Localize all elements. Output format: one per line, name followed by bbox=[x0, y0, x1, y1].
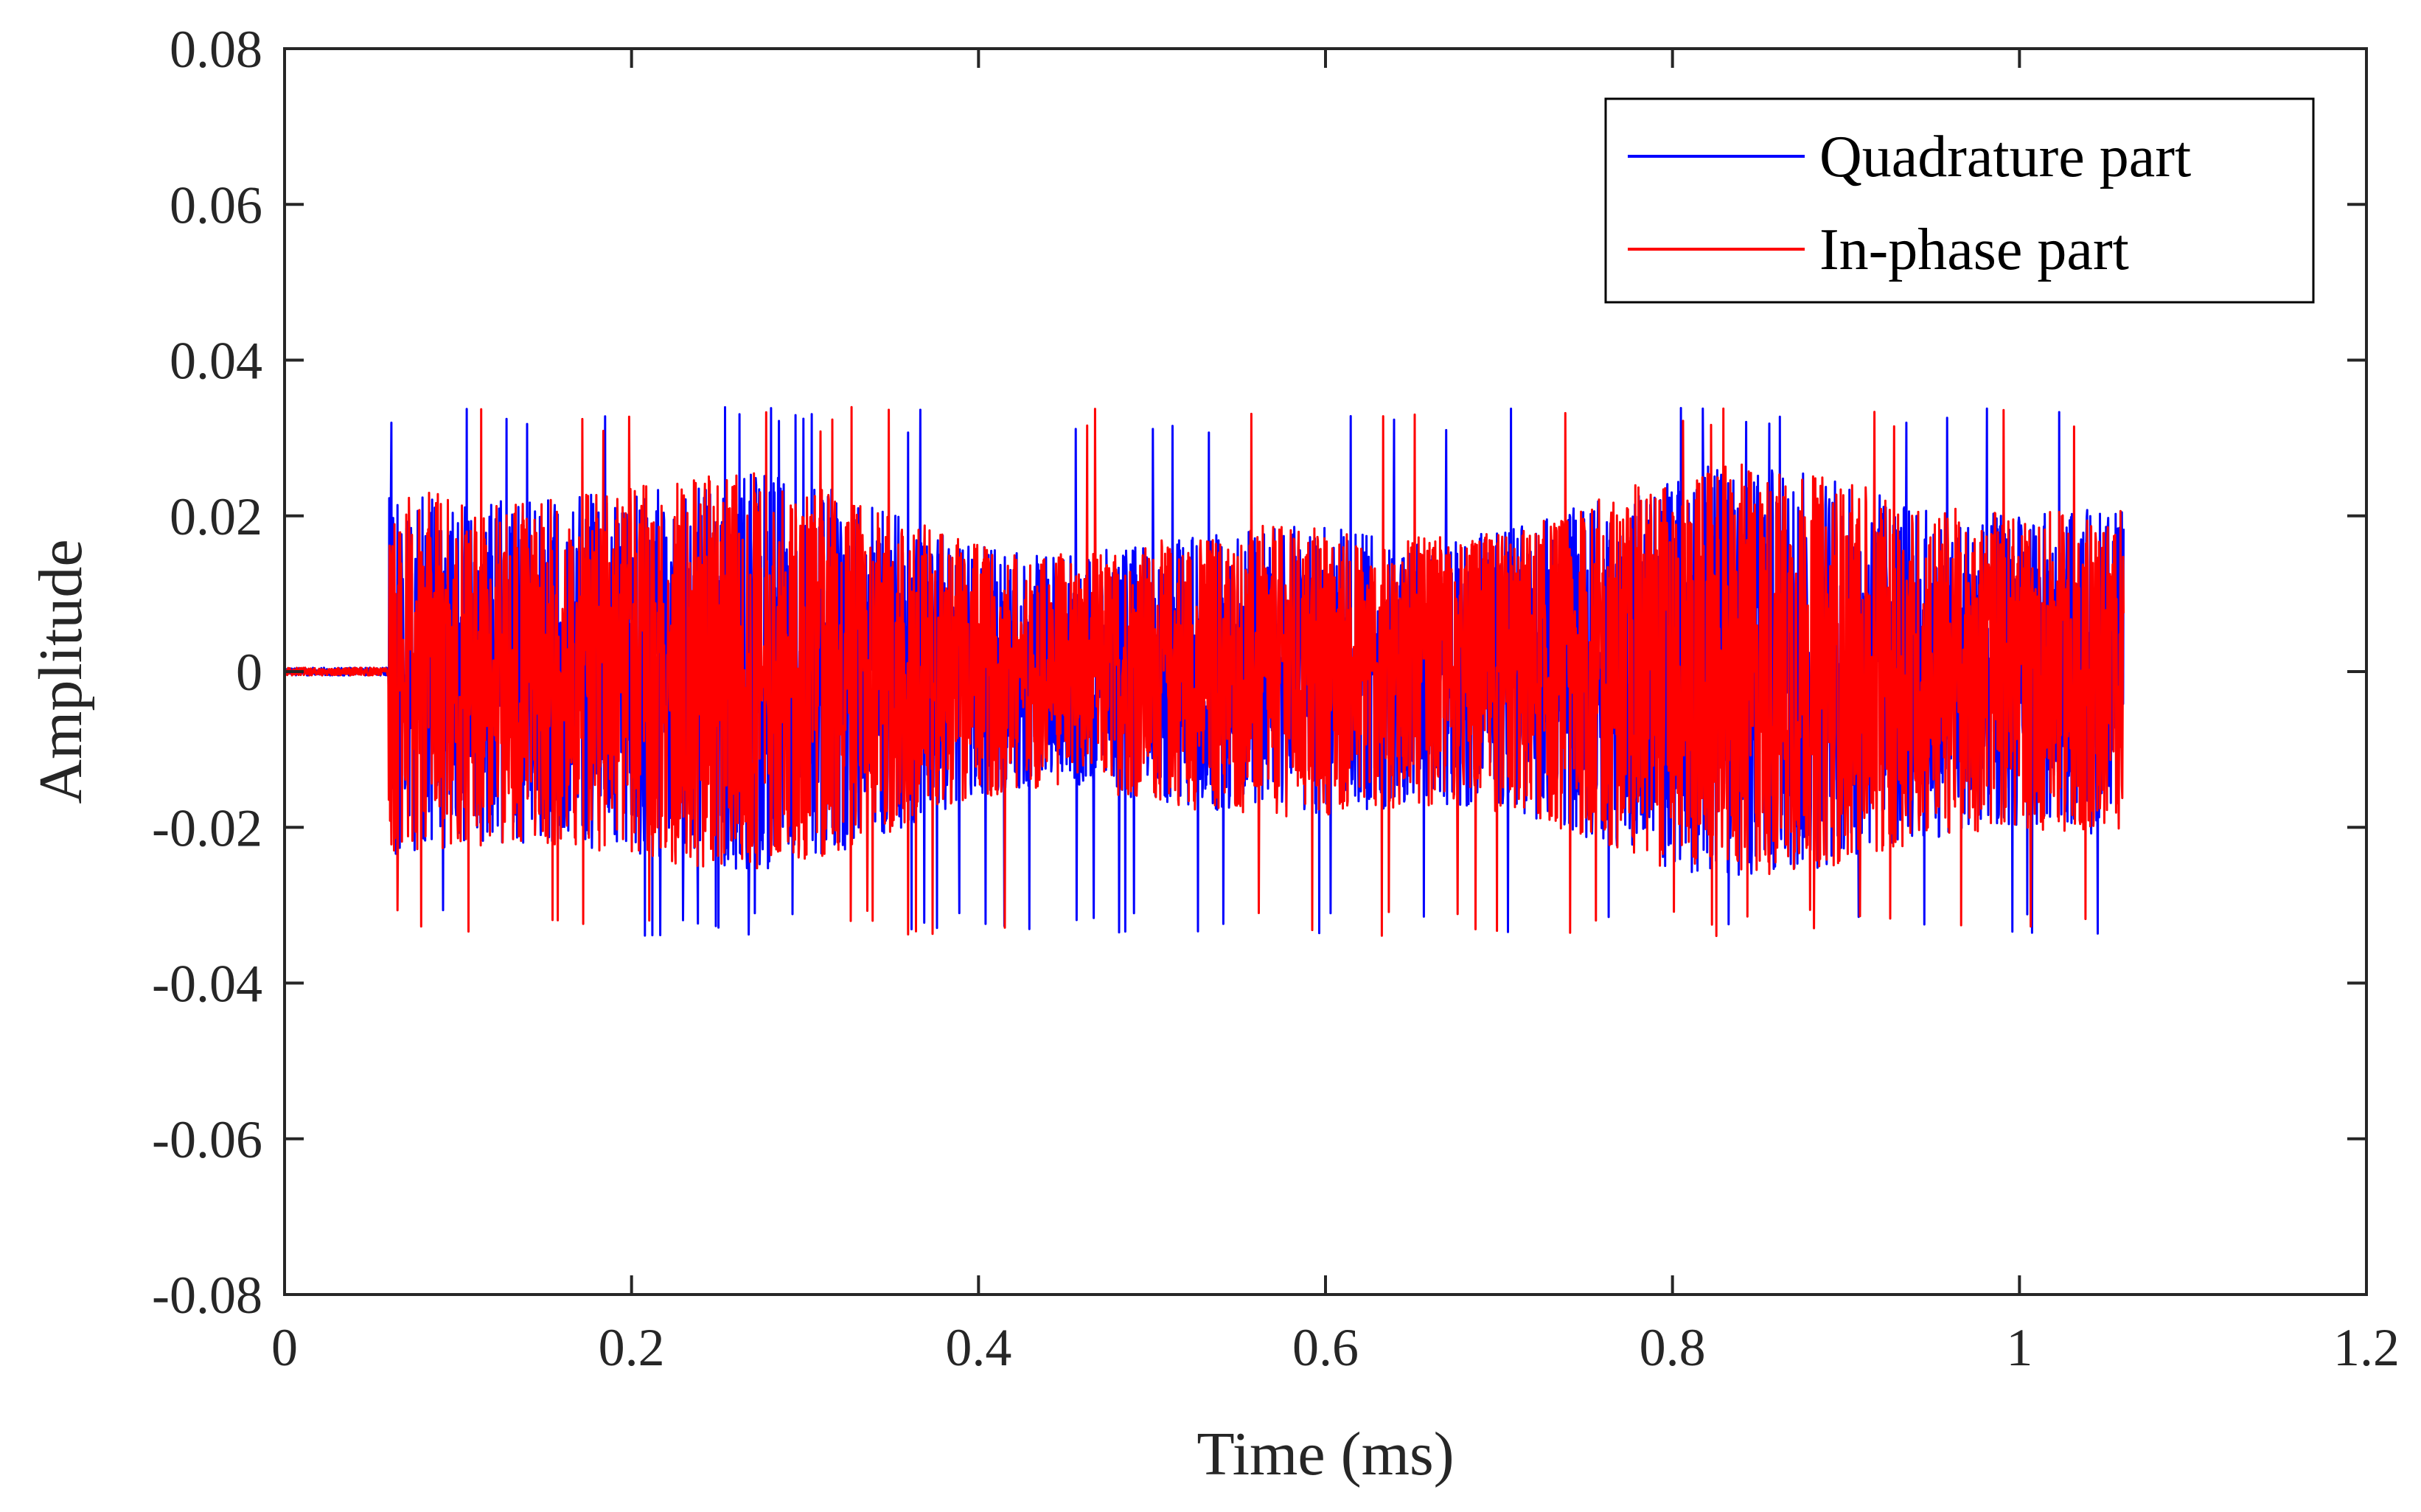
legend-label-quadrature: Quadrature part bbox=[1819, 125, 2191, 189]
y-axis: 0.08 0.06 0.04 0.02 0 -0.02 -0.04 -0.06 -0.08 bbox=[152, 20, 2366, 1325]
legend-box bbox=[1604, 97, 2315, 304]
series-layer bbox=[283, 405, 2125, 938]
y-tick-label: -0.08 bbox=[152, 1266, 262, 1325]
x-tick-label: 1 bbox=[2006, 1318, 2032, 1377]
y-tick-label: -0.06 bbox=[152, 1110, 262, 1169]
y-tick-label: 0.08 bbox=[170, 20, 262, 79]
y-tick-label: 0.02 bbox=[170, 487, 262, 546]
y-tick-label: 0.06 bbox=[170, 175, 262, 234]
x-tick-label: 0.4 bbox=[945, 1318, 1011, 1377]
legend: Quadrature part In-phase part bbox=[1604, 97, 2315, 304]
y-tick-label: 0 bbox=[236, 643, 262, 702]
x-tick-label: 0.6 bbox=[1292, 1318, 1359, 1377]
x-tick-label: 0 bbox=[271, 1318, 298, 1377]
y-axis-title: Amplitude bbox=[27, 539, 95, 804]
x-tick-label: 1.2 bbox=[2333, 1318, 2400, 1377]
plot-area bbox=[283, 405, 2125, 938]
y-tick-label: -0.04 bbox=[152, 955, 262, 1014]
x-axis: 0 0.2 0.4 0.6 0.8 1 1.2 bbox=[271, 49, 2400, 1377]
x-tick-label: 0.8 bbox=[1640, 1318, 1706, 1377]
x-tick-label: 0.2 bbox=[599, 1318, 665, 1377]
x-axis-title: Time (ms) bbox=[1196, 1420, 1454, 1488]
y-tick-label: -0.02 bbox=[152, 798, 262, 857]
series-in-phase-line bbox=[283, 405, 2125, 938]
legend-label-in-phase: In-phase part bbox=[1819, 217, 2129, 282]
y-tick-label: 0.04 bbox=[170, 332, 262, 391]
